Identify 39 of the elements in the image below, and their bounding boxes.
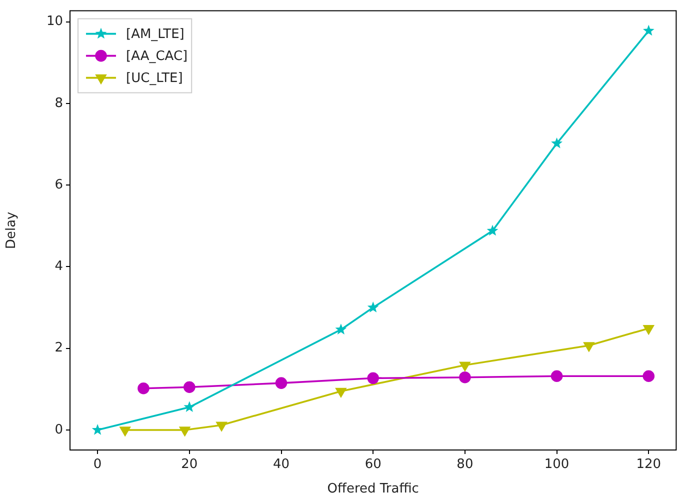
legend-label: [AM_LTE]: [126, 27, 184, 42]
legend-label: [AA_CAC]: [126, 49, 188, 64]
point: [216, 422, 227, 431]
x-tick-label: 40: [272, 457, 290, 472]
x-axis-title: Offered Traffic: [327, 482, 419, 497]
point: [180, 426, 190, 436]
y-tick-label: 0: [54, 422, 63, 438]
y-axis-title: Delay: [4, 211, 20, 250]
x-tick-label: 80: [456, 457, 474, 472]
x-tick-label: 120: [636, 457, 662, 472]
point: [642, 24, 654, 36]
y-tick-label: 6: [54, 177, 63, 192]
point: [138, 382, 150, 394]
point: [92, 424, 104, 435]
point: [367, 372, 379, 384]
x-tick-label: 20: [181, 457, 198, 472]
point: [336, 388, 346, 398]
legend-label: [UC_LTE]: [126, 71, 183, 86]
x-tick-label: 60: [364, 457, 382, 472]
point: [460, 362, 470, 371]
point: [643, 324, 654, 334]
x-tick-label: 100: [544, 457, 570, 472]
y-tick-label: 8: [54, 96, 63, 111]
point: [584, 342, 594, 352]
y-tick-label: 10: [46, 14, 63, 30]
point: [551, 137, 563, 148]
point: [120, 426, 130, 436]
point: [459, 371, 471, 384]
point: [486, 224, 498, 236]
point: [184, 381, 196, 394]
point: [275, 377, 288, 389]
point: [550, 370, 563, 382]
y-tick-label: 2: [54, 340, 63, 356]
y-tick-label: 4: [54, 259, 63, 274]
point: [367, 302, 379, 312]
x-tick-label: 0: [93, 457, 102, 472]
point: [335, 324, 347, 334]
point: [184, 401, 196, 412]
point: [642, 370, 655, 382]
